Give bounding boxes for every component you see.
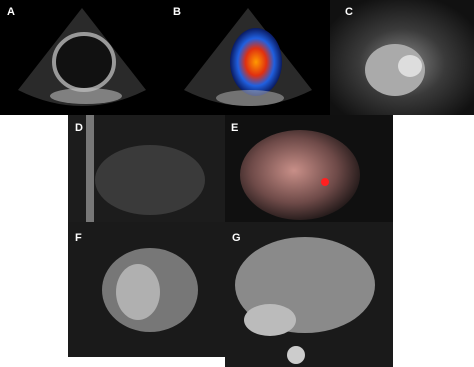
panel-f: F: [68, 222, 225, 357]
panel-c: C: [330, 0, 474, 115]
heart-render: [240, 130, 360, 220]
panel-label: B: [173, 6, 181, 18]
aorta: [287, 346, 305, 364]
panel-label: A: [7, 6, 15, 18]
tissue: [95, 145, 205, 215]
panel-d: D: [68, 115, 225, 222]
panel-label: F: [75, 232, 82, 244]
panel-label: C: [345, 6, 353, 18]
panel-a: A: [0, 0, 163, 115]
tissue-band: [86, 115, 94, 222]
ventricle-cavity: [398, 55, 422, 77]
ventricle-cavity: [116, 264, 160, 320]
echo-wall: [216, 90, 284, 106]
panel-e: E: [225, 115, 393, 222]
panel-label: G: [232, 232, 241, 244]
panel-label: E: [231, 122, 238, 134]
panel-g: G: [225, 222, 393, 367]
marker: [321, 178, 329, 186]
echo-chamber: [52, 32, 116, 92]
atrium: [244, 304, 296, 336]
echo-wall: [50, 88, 122, 104]
doppler-flow: [230, 28, 282, 96]
panel-b: B: [163, 0, 330, 115]
panel-label: D: [75, 122, 83, 134]
